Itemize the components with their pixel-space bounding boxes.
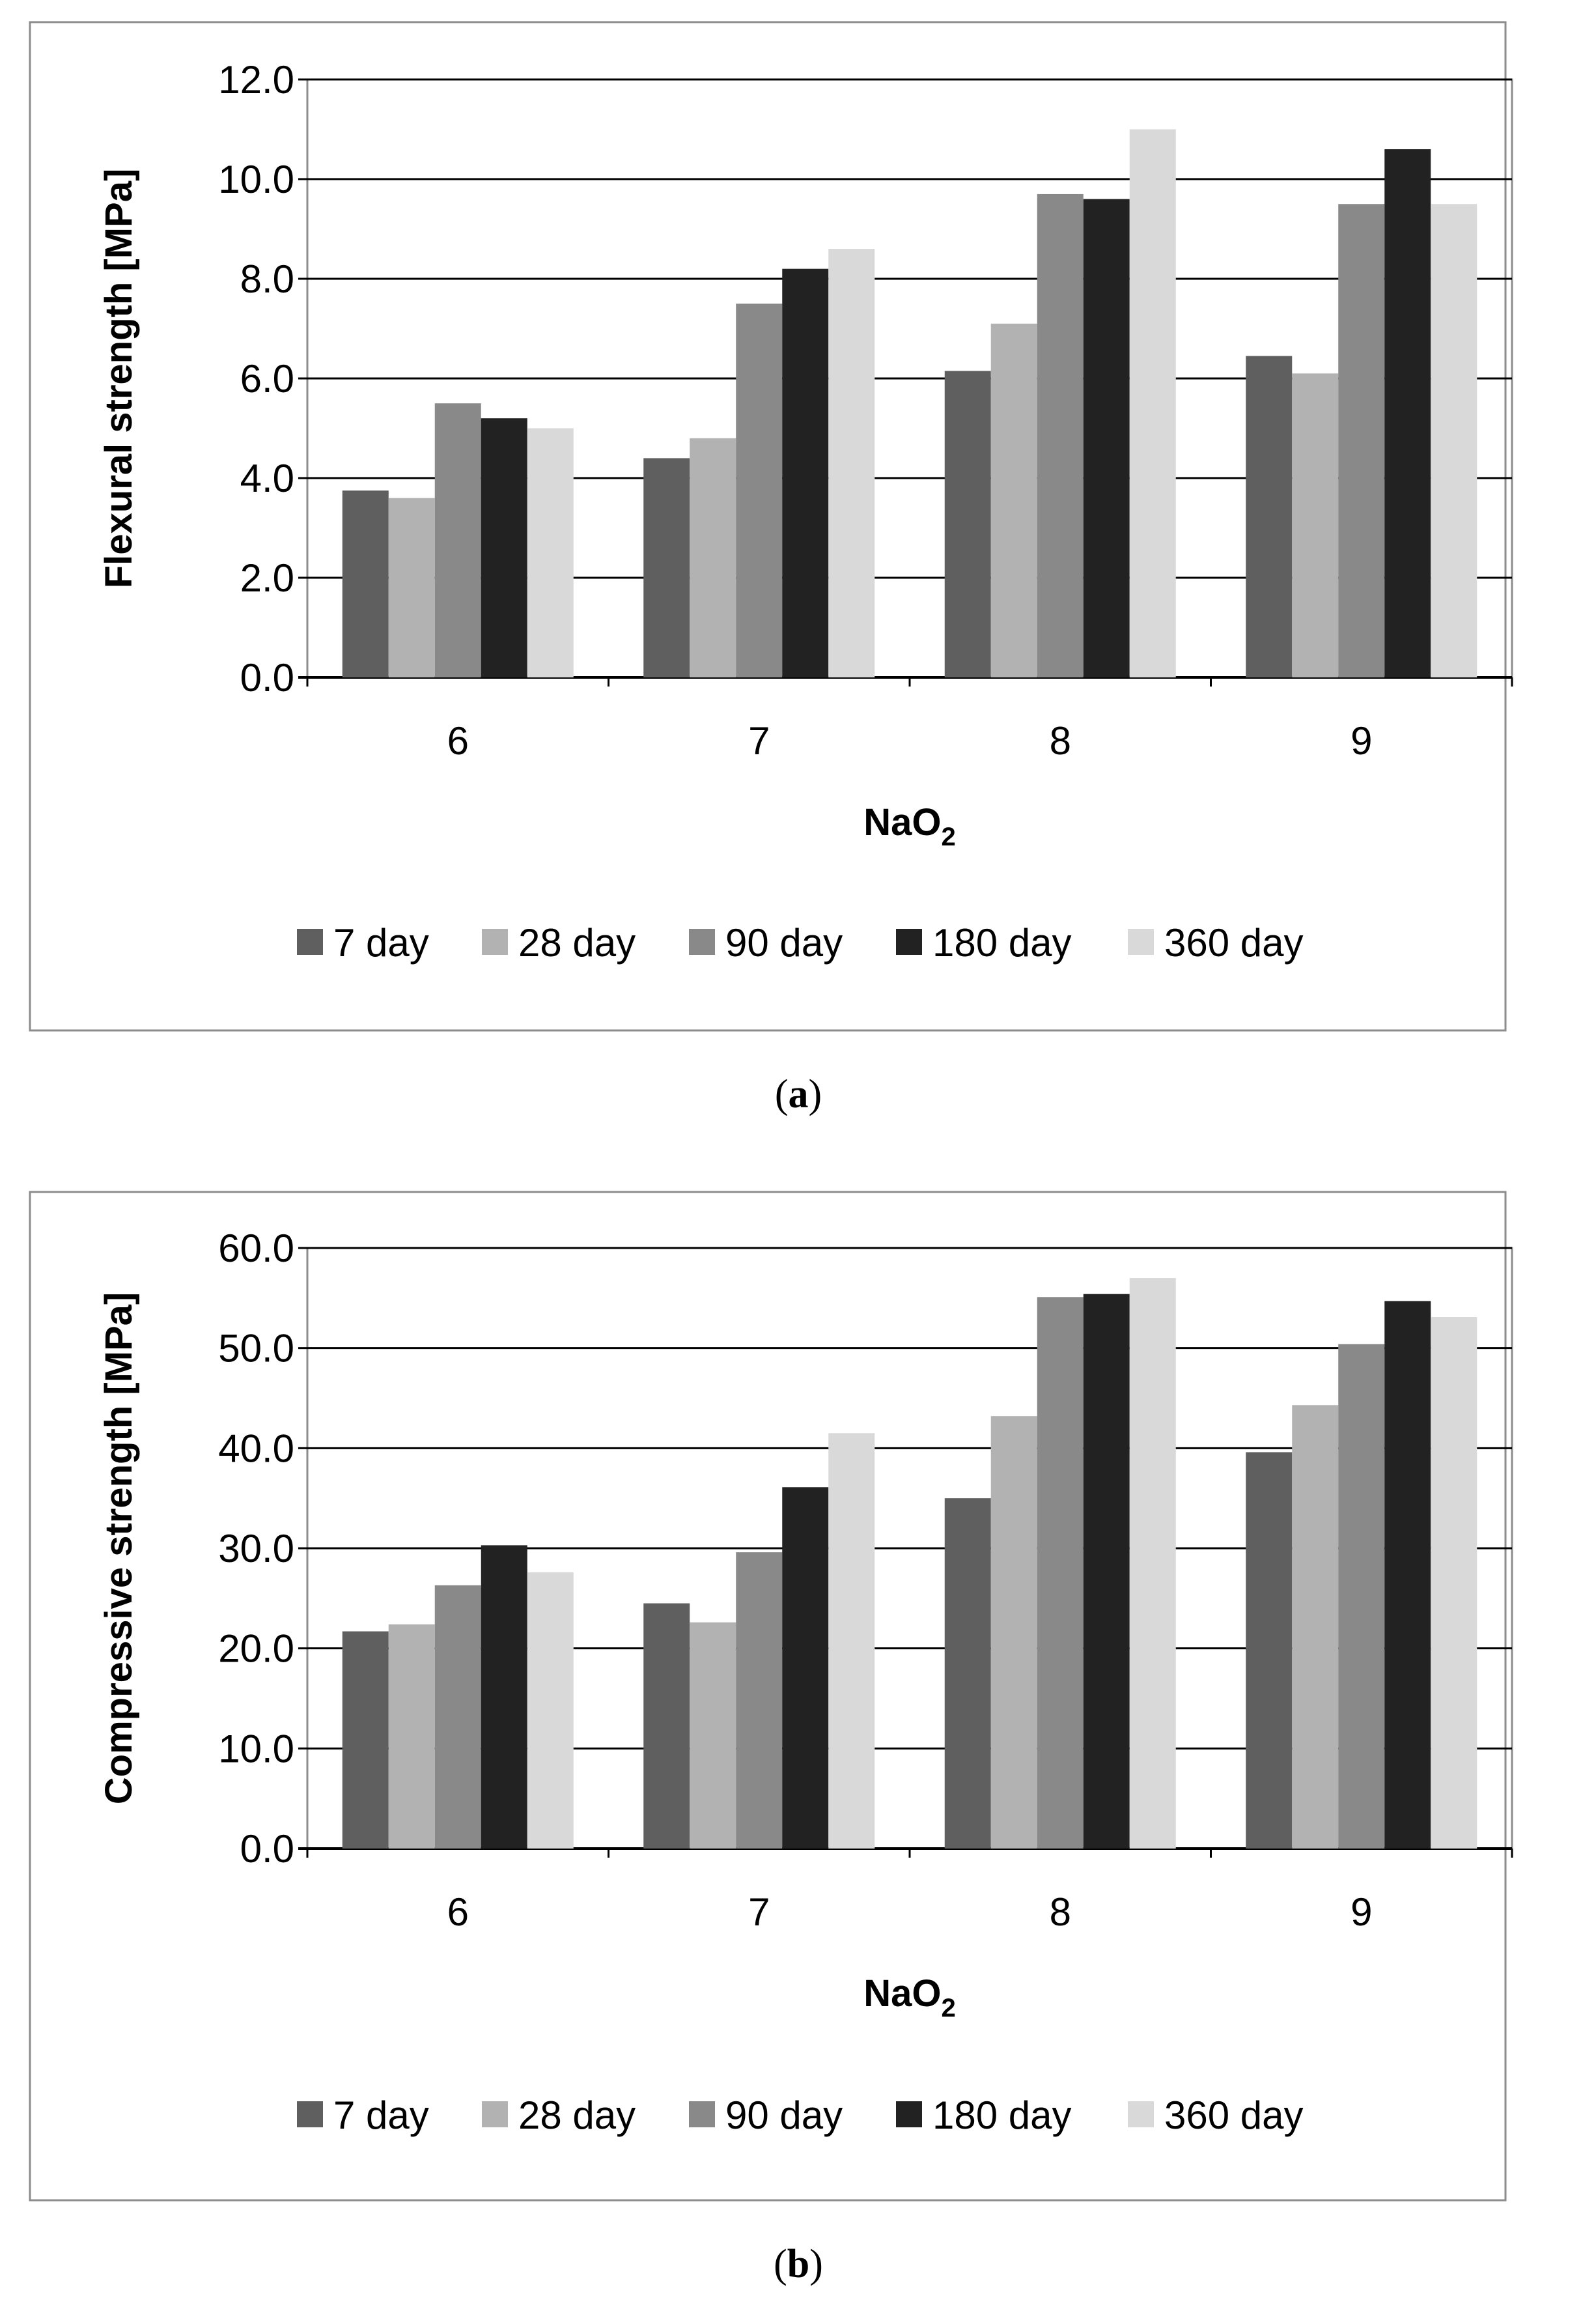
chart-a-bar-7-day-9: [1246, 356, 1293, 677]
chart-b-bar-90-day-9: [1338, 1344, 1385, 1849]
chart-a-legend-label: 180 day: [932, 921, 1072, 965]
chart-a-legend: 7 day 28 day 90 day 180 day 360 day: [297, 921, 1304, 965]
chart-a-caption: (a): [775, 1072, 822, 1116]
chart-a-legend-swatch: [482, 929, 508, 955]
chart-b-bar-7-day-6: [342, 1631, 389, 1849]
chart-b-bar-360-day-9: [1431, 1317, 1477, 1849]
chart-b-bar-180-day-7: [782, 1487, 829, 1849]
chart-b-x-axis-title: NaO2: [863, 1972, 956, 2022]
chart-a-ytick-label: 12.0: [218, 58, 294, 102]
chart-b-ytick-label: 40.0: [218, 1426, 294, 1470]
chart-b-ytick-label: 20.0: [218, 1627, 294, 1671]
chart-a-legend-swatch: [689, 929, 715, 955]
chart-b-bar-28-day-7: [690, 1622, 736, 1849]
chart-a-ytick-label: 10.0: [218, 158, 294, 201]
chart-a-bar-90-day-8: [1037, 193, 1084, 677]
chart-b-legend: 7 day 28 day 90 day 180 day 360 day: [297, 2093, 1304, 2137]
chart-b-bar-180-day-6: [481, 1545, 527, 1849]
chart-b-bar-360-day-8: [1129, 1278, 1176, 1849]
chart-a-legend-swatch: [1128, 929, 1154, 955]
chart-b-ytick-label: 50.0: [218, 1327, 294, 1370]
chart-b-frame: [29, 1191, 1507, 2202]
chart-a-bar-7-day-8: [944, 371, 991, 677]
chart-a-bar-360-day-8: [1129, 129, 1176, 677]
chart-a-legend-label: 7 day: [333, 921, 429, 965]
chart-b-xtick-label: 7: [748, 1890, 770, 1934]
chart-a-ytick-label: 6.0: [240, 357, 294, 401]
chart-a-ytick-label: 2.0: [240, 556, 294, 600]
chart-a-bar-360-day-6: [527, 428, 574, 677]
chart-a-y-axis-title: Flexural strength [MPa]: [98, 169, 140, 589]
chart-b-caption: (b): [774, 2242, 823, 2286]
chart-a-bar-7-day-7: [643, 458, 690, 677]
chart-a-xtick-label: 8: [1050, 719, 1071, 763]
chart-a-bar-90-day-9: [1338, 204, 1385, 677]
chart-a-ytick-label: 0.0: [240, 656, 294, 700]
chart-b-legend-label: 7 day: [333, 2093, 429, 2137]
chart-b-ytick-label: 10.0: [218, 1727, 294, 1770]
chart-a-legend-swatch: [297, 929, 323, 955]
chart-a-xtick-label: 7: [748, 719, 770, 763]
chart-a-bar-28-day-8: [990, 323, 1037, 678]
chart-b-ytick-label: 0.0: [240, 1827, 294, 1871]
chart-b-legend-swatch: [297, 2101, 323, 2127]
chart-b-legend-swatch: [482, 2101, 508, 2127]
chart-a-bar-90-day-7: [736, 304, 783, 677]
chart-b-bar-180-day-8: [1083, 1294, 1130, 1849]
chart-a-bar-28-day-9: [1292, 373, 1339, 677]
chart-a-frame: [29, 21, 1507, 1032]
chart-b-legend-label: 360 day: [1164, 2093, 1304, 2137]
chart-a-bar-28-day-7: [690, 438, 736, 677]
chart-b-bar-180-day-9: [1384, 1301, 1431, 1849]
chart-b-legend-swatch: [1128, 2101, 1154, 2127]
chart-b-bar-90-day-7: [736, 1552, 783, 1849]
chart-a-bar-180-day-6: [481, 418, 527, 677]
chart-b-legend-swatch: [896, 2101, 922, 2127]
chart-a-bar-90-day-6: [434, 403, 481, 677]
chart-b-bar-7-day-7: [643, 1603, 690, 1849]
chart-b-bar-360-day-7: [828, 1433, 875, 1849]
chart-a-legend-label: 360 day: [1164, 921, 1304, 965]
chart-a-legend-label: 28 day: [518, 921, 636, 965]
chart-a-ytick-label: 4.0: [240, 457, 294, 500]
chart-a-bar-28-day-6: [388, 498, 435, 677]
chart-b-bar-28-day-9: [1292, 1405, 1339, 1849]
chart-a-xtick-label: 6: [447, 719, 469, 763]
chart-b-bar-360-day-6: [527, 1572, 574, 1849]
chart-a-legend-swatch: [896, 929, 922, 955]
chart-b-legend-label: 180 day: [932, 2093, 1072, 2137]
chart-b-bar-7-day-9: [1246, 1452, 1293, 1849]
chart-b-legend-label: 28 day: [518, 2093, 636, 2137]
chart-b-ytick-label: 30.0: [218, 1527, 294, 1570]
chart-a-xtick-label: 9: [1351, 719, 1372, 763]
chart-b-ytick-label: 60.0: [218, 1226, 294, 1270]
chart-b-chart: 0.0 10.0 20.0 30.0 40.0 50.0 60.0 6 7 8 9 Compressi…: [29, 1191, 1513, 2286]
chart-a-bar-180-day-8: [1083, 199, 1130, 678]
chart-b-xtick-label: 9: [1351, 1890, 1372, 1934]
chart-a-bar-360-day-7: [828, 249, 875, 678]
chart-b-bar-90-day-6: [434, 1585, 481, 1849]
chart-a-bar-7-day-6: [342, 490, 389, 677]
chart-a-legend-label: 90 day: [725, 921, 843, 965]
chart-b-bar-28-day-6: [388, 1624, 435, 1849]
chart-a-bar-360-day-9: [1431, 204, 1477, 677]
chart-b-bar-28-day-8: [990, 1416, 1037, 1849]
chart-a-x-axis-title: NaO2: [863, 801, 956, 851]
chart-a-ytick-label: 8.0: [240, 257, 294, 301]
chart-b-xtick-label: 8: [1050, 1890, 1071, 1934]
chart-b-y-axis-title: Compressive strength [MPa]: [98, 1292, 140, 1804]
chart-a-chart: 0.0 2.0 4.0 6.0 8.0 10.0 12.0 6 7 8 9 Flexural stre…: [29, 21, 1513, 1116]
chart-b-legend-label: 90 day: [725, 2093, 843, 2137]
chart-b-bar-7-day-8: [944, 1498, 991, 1849]
chart-b-bar-90-day-8: [1037, 1297, 1084, 1849]
chart-b-legend-swatch: [689, 2101, 715, 2127]
chart-a-bar-180-day-9: [1384, 149, 1431, 678]
chart-a-bar-180-day-7: [782, 268, 829, 677]
chart-b-xtick-label: 6: [447, 1890, 469, 1934]
